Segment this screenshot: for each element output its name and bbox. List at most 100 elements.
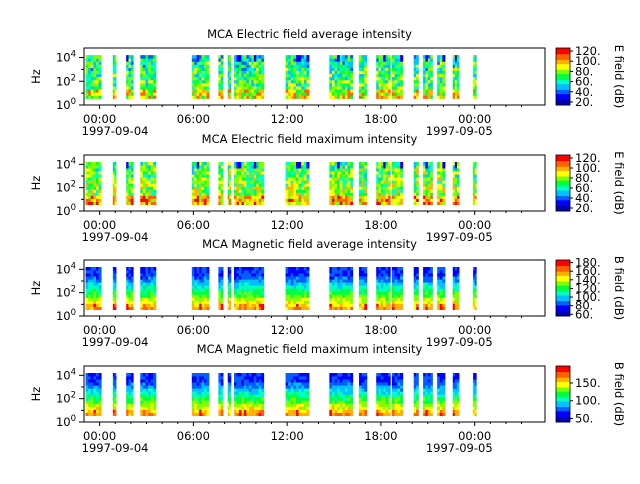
heatmap-cell (204, 77, 207, 81)
heatmap-cell (388, 199, 391, 202)
heatmap-cell (131, 273, 134, 276)
heatmap-cell (306, 406, 309, 409)
heatmap-cell (348, 267, 351, 270)
heatmap-cell (99, 294, 102, 297)
heatmap-cell (337, 165, 340, 168)
heatmap-cell (299, 267, 302, 270)
heatmap-cell (388, 373, 391, 376)
heatmap-cell (239, 270, 242, 273)
heatmap-cell (388, 89, 391, 93)
heatmap-cell (386, 195, 389, 198)
heatmap-cell (204, 403, 207, 406)
heatmap-cell (236, 171, 239, 174)
heatmap-cell (428, 273, 431, 276)
heatmap-cell (329, 307, 332, 310)
heatmap-cell (423, 171, 426, 174)
heatmap-cell (475, 64, 477, 68)
heatmap-cell (342, 273, 345, 276)
heatmap-cell (296, 74, 299, 78)
heatmap-cell (296, 304, 299, 307)
heatmap-cell (256, 382, 259, 385)
heatmap-cell (288, 168, 291, 171)
heatmap-cell (332, 373, 335, 376)
heatmap-cell (204, 174, 207, 177)
heatmap-cell (386, 300, 389, 303)
heatmap-cell (388, 77, 391, 81)
heatmap-cell (131, 58, 134, 62)
heatmap-cell (428, 279, 431, 282)
heatmap-cell (244, 279, 247, 282)
heatmap-cell (131, 68, 134, 72)
heatmap-cell (86, 171, 89, 174)
heatmap-cell (194, 61, 197, 65)
heatmap-cell (364, 189, 367, 192)
heatmap-cell (197, 403, 200, 406)
heatmap-cell (126, 285, 129, 288)
heatmap-cell (332, 89, 335, 93)
heatmap-cell (261, 391, 264, 394)
heatmap-cell (364, 71, 367, 75)
heatmap-cell (91, 376, 94, 379)
heatmap-cell (218, 74, 221, 78)
heatmap-cell (428, 55, 431, 59)
heatmap-cell (192, 202, 195, 205)
heatmap-cell (442, 307, 445, 310)
heatmap-cell (251, 92, 254, 96)
heatmap-cell (241, 373, 244, 376)
heatmap-cell (442, 413, 445, 416)
heatmap-cell (244, 382, 247, 385)
heatmap-cell (437, 385, 440, 388)
heatmap-cell (457, 279, 459, 282)
heatmap-cell (140, 276, 143, 279)
heatmap-cell (145, 307, 148, 310)
heatmap-cell (397, 385, 400, 388)
heatmap-cell (335, 95, 338, 99)
heatmap-cell (131, 382, 134, 385)
heatmap-cell (114, 406, 116, 409)
heatmap-cell (126, 83, 129, 87)
heatmap-cell (143, 77, 146, 81)
heatmap-cell (440, 282, 443, 285)
heatmap-cell (207, 71, 210, 75)
heatmap-cell (244, 77, 247, 81)
heatmap-cell (423, 86, 426, 90)
heatmap-cell (204, 89, 207, 93)
heatmap-cell (332, 279, 335, 282)
heatmap-cell (304, 282, 307, 285)
heatmap-cell (337, 267, 340, 270)
heatmap-cell (249, 300, 252, 303)
heatmap-cell (194, 307, 197, 310)
heatmap-cell (362, 183, 365, 186)
heatmap-cell (199, 400, 202, 403)
heatmap-cell (388, 406, 391, 409)
heatmap-cell (194, 376, 197, 379)
heatmap-cell (246, 165, 249, 168)
heatmap-cell (202, 71, 205, 75)
heatmap-cell (335, 92, 338, 96)
heatmap-cell (362, 86, 365, 90)
heatmap-cell (337, 391, 340, 394)
heatmap-cell (251, 276, 254, 279)
heatmap-cell (246, 180, 249, 183)
heatmap-cell (381, 80, 384, 84)
heatmap-cell (234, 183, 237, 186)
heatmap-cell (251, 68, 254, 72)
heatmap-cell (291, 379, 294, 382)
heatmap-cell (304, 376, 307, 379)
heatmap-cell (129, 189, 132, 192)
heatmap-cell (241, 61, 244, 65)
heatmap-cell (221, 273, 224, 276)
heatmap-cell (148, 74, 151, 78)
heatmap-cell (114, 192, 116, 195)
x-tick-label: 18:00 (364, 218, 397, 232)
heatmap-cell (153, 180, 156, 183)
heatmap-cell (249, 400, 252, 403)
heatmap-cell (129, 385, 132, 388)
heatmap-cell (202, 373, 205, 376)
heatmap-cell (304, 413, 307, 416)
heatmap-cell (148, 177, 151, 180)
heatmap-cell (207, 80, 210, 84)
heatmap-cell (241, 304, 244, 307)
heatmap-cell (345, 267, 348, 270)
heatmap-cell (296, 95, 299, 99)
